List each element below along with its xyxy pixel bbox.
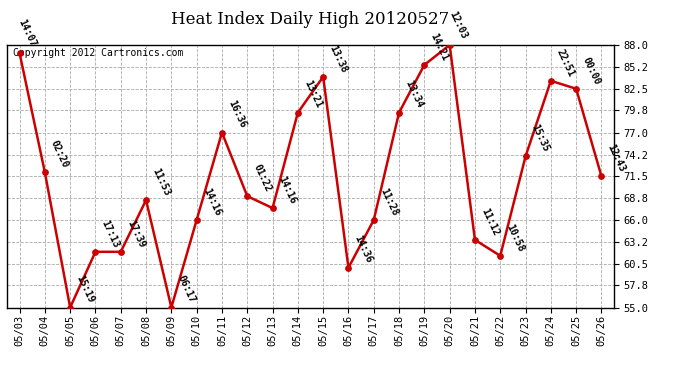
Text: 14:21: 14:21 — [428, 31, 450, 62]
Point — [217, 129, 228, 135]
Text: 06:17: 06:17 — [175, 274, 197, 305]
Point — [267, 205, 278, 211]
Text: 22:51: 22:51 — [555, 47, 576, 78]
Point — [14, 50, 25, 56]
Text: 14:36: 14:36 — [353, 234, 374, 265]
Text: 12:43: 12:43 — [606, 142, 627, 174]
Text: 12:03: 12:03 — [447, 10, 469, 41]
Text: 11:12: 11:12 — [479, 206, 500, 237]
Text: 11:28: 11:28 — [378, 186, 400, 217]
Point — [419, 62, 430, 68]
Point — [596, 173, 607, 179]
Point — [191, 217, 202, 223]
Text: 14:16: 14:16 — [277, 174, 298, 205]
Point — [166, 304, 177, 310]
Point — [368, 217, 380, 223]
Text: 00:00: 00:00 — [580, 55, 602, 86]
Text: 15:35: 15:35 — [530, 123, 551, 154]
Text: 10:58: 10:58 — [504, 222, 526, 253]
Text: 13:38: 13:38 — [327, 43, 348, 74]
Point — [520, 153, 531, 159]
Point — [571, 86, 582, 92]
Text: 11:53: 11:53 — [150, 166, 172, 197]
Text: 02:20: 02:20 — [49, 139, 70, 170]
Text: 13:21: 13:21 — [302, 79, 324, 110]
Text: 13:34: 13:34 — [403, 79, 424, 110]
Point — [39, 169, 50, 175]
Point — [115, 249, 126, 255]
Point — [393, 110, 404, 116]
Point — [293, 110, 304, 116]
Text: Copyright 2012 Cartronics.com: Copyright 2012 Cartronics.com — [13, 48, 184, 58]
Text: 17:39: 17:39 — [125, 218, 146, 249]
Text: 16:36: 16:36 — [226, 99, 248, 130]
Point — [317, 74, 328, 80]
Point — [65, 304, 76, 310]
Point — [469, 237, 480, 243]
Point — [444, 42, 455, 48]
Point — [545, 78, 556, 84]
Point — [90, 249, 101, 255]
Text: 14:07: 14:07 — [17, 18, 38, 49]
Point — [495, 253, 506, 259]
Point — [241, 193, 253, 199]
Point — [141, 197, 152, 203]
Point — [343, 265, 354, 271]
Text: 14:16: 14:16 — [201, 186, 222, 217]
Text: 15:19: 15:19 — [75, 274, 96, 305]
Text: Heat Index Daily High 20120527: Heat Index Daily High 20120527 — [171, 11, 450, 28]
Text: 01:22: 01:22 — [251, 162, 273, 194]
Text: 17:13: 17:13 — [99, 218, 121, 249]
